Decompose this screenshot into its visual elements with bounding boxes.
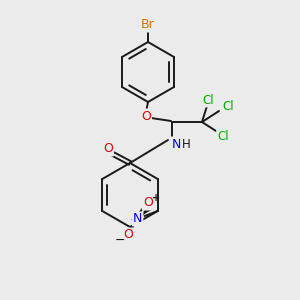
Text: +: +	[152, 193, 160, 203]
Text: Cl: Cl	[217, 130, 229, 142]
Text: H: H	[182, 137, 190, 151]
Text: Cl: Cl	[202, 94, 214, 106]
Text: O: O	[143, 196, 153, 209]
Text: −: −	[115, 233, 125, 247]
Text: N: N	[171, 137, 181, 151]
Text: O: O	[103, 142, 113, 155]
Text: Cl: Cl	[222, 100, 234, 112]
Text: O: O	[123, 229, 133, 242]
Text: O: O	[141, 110, 151, 122]
Text: Br: Br	[141, 19, 155, 32]
Text: N: N	[133, 212, 142, 226]
